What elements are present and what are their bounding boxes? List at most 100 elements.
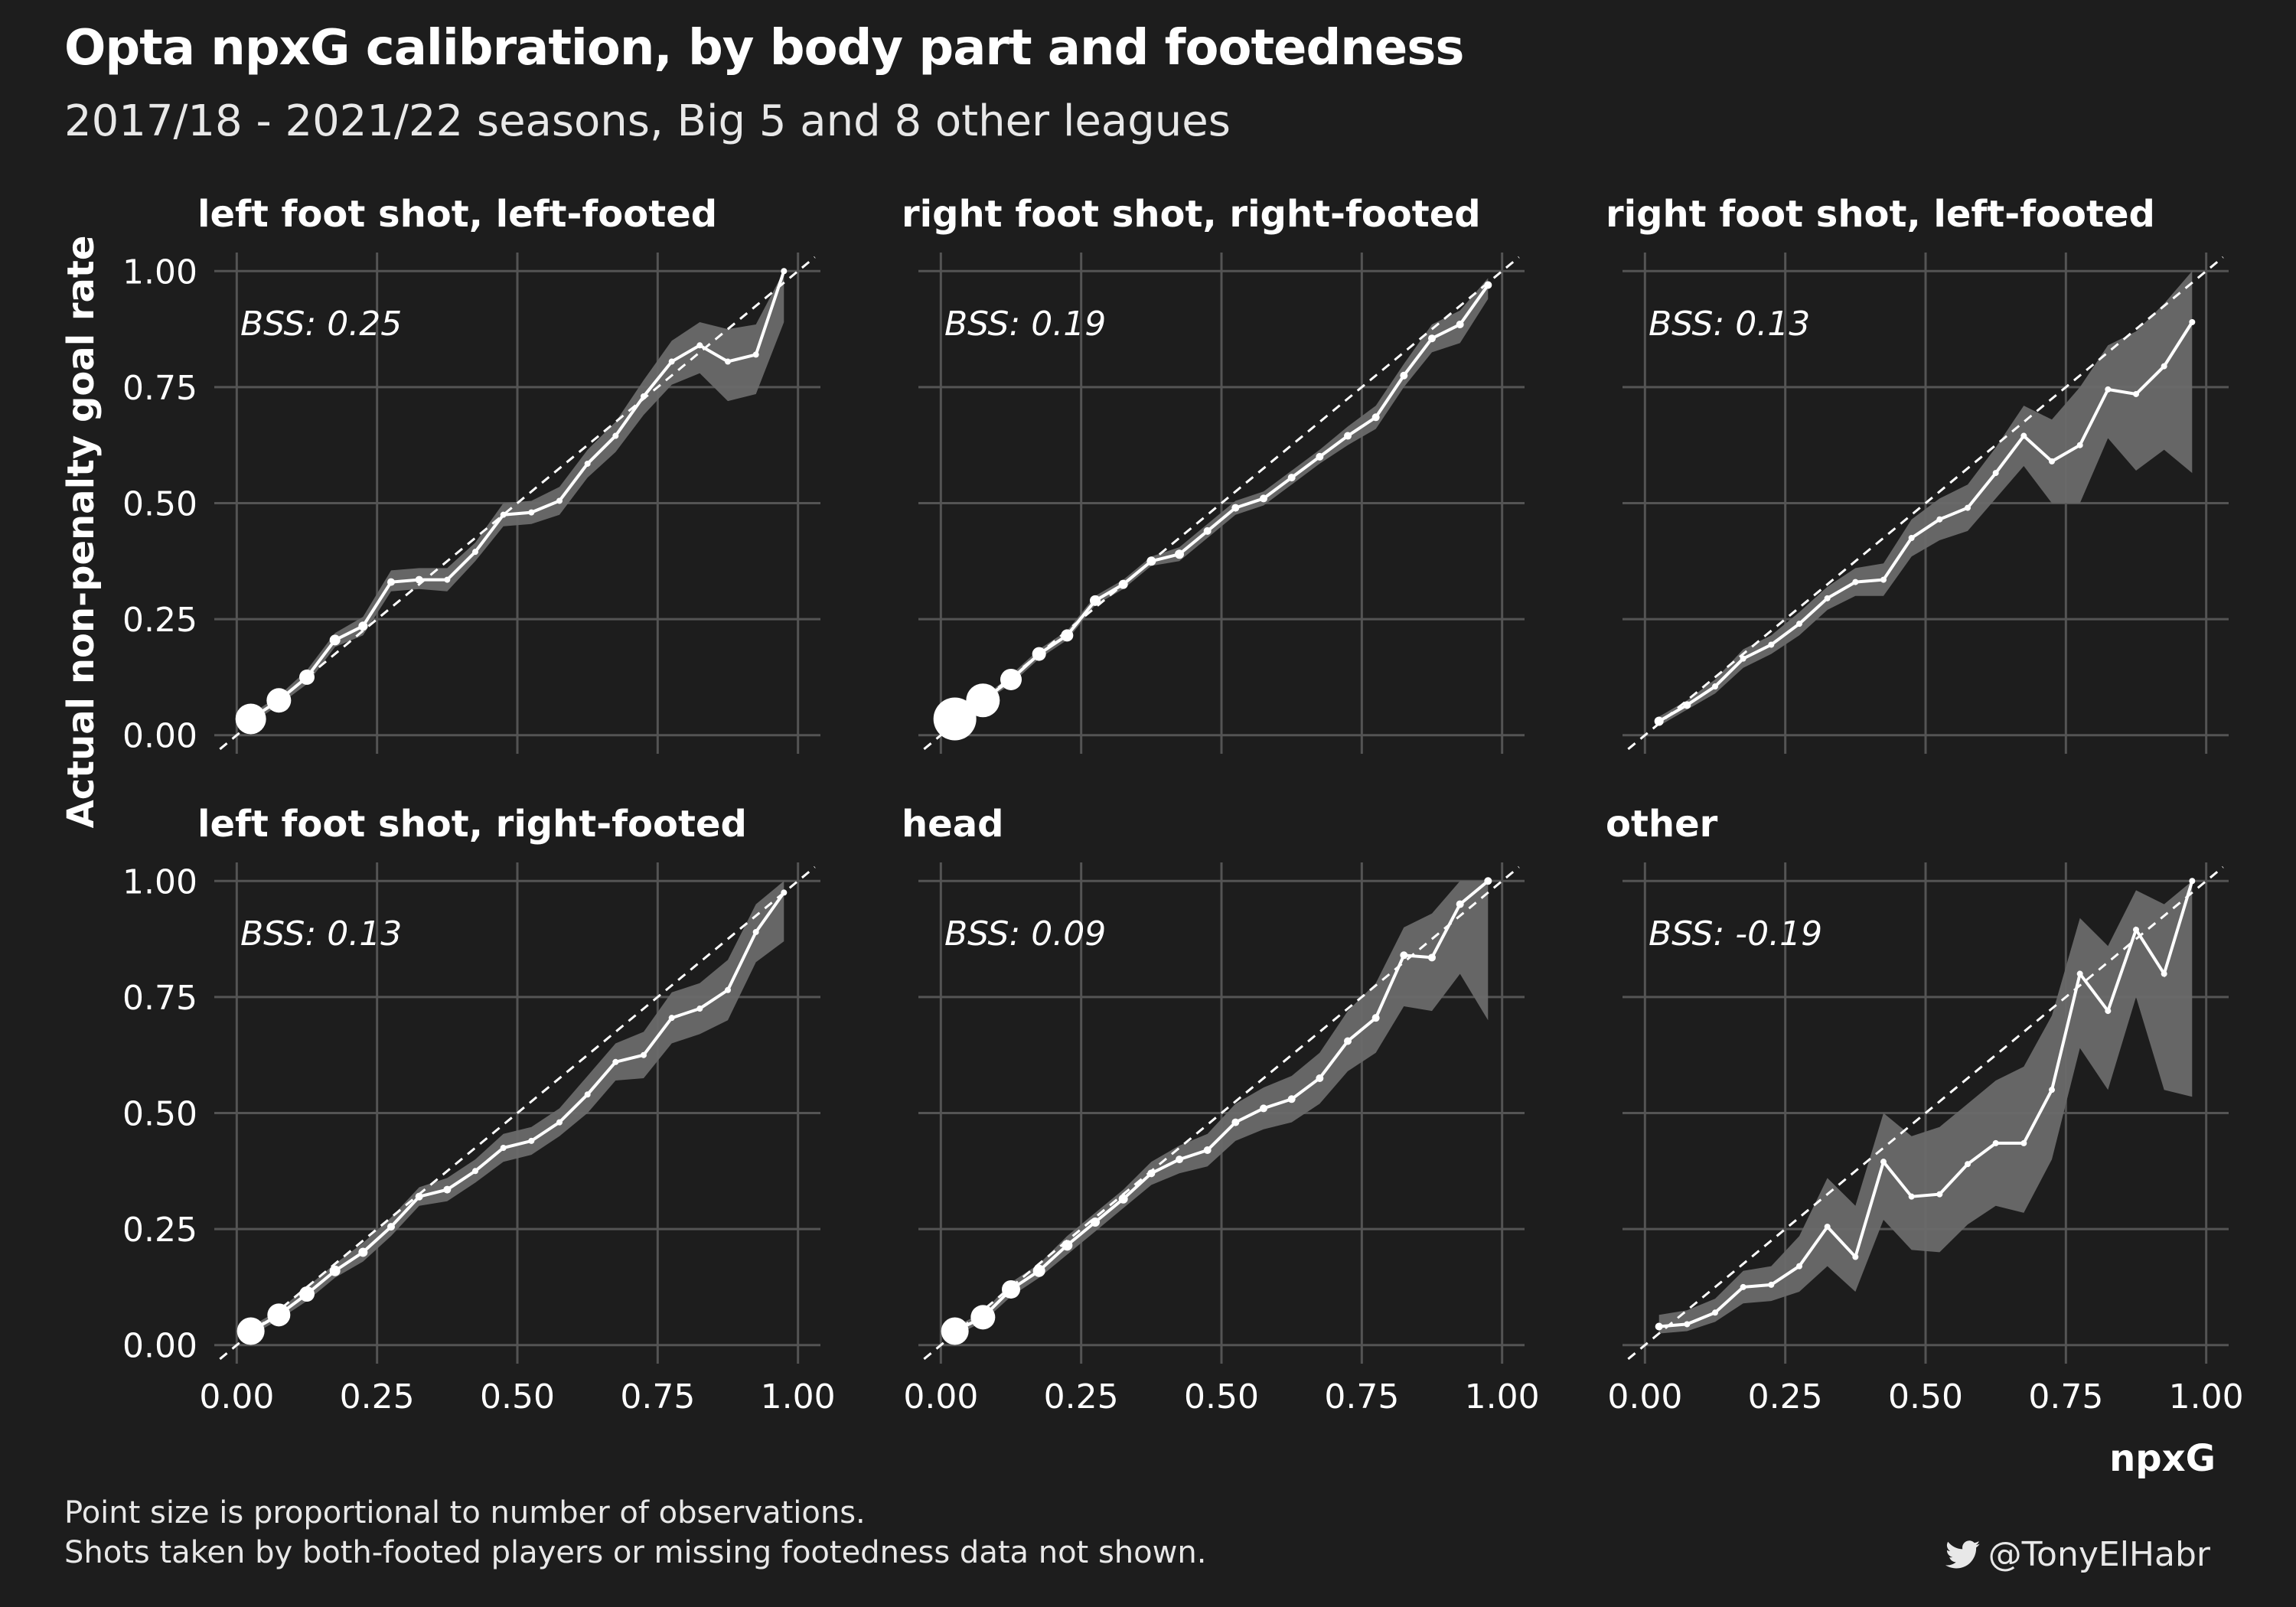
calibration-point xyxy=(1203,526,1212,535)
calibration-point xyxy=(2133,926,2139,933)
reference-diagonal xyxy=(219,256,816,751)
calibration-point xyxy=(1654,716,1664,726)
y-tick-label: 0.50 xyxy=(122,485,197,524)
x-tick-label: 0.50 xyxy=(1888,1377,1963,1416)
calibration-line xyxy=(954,879,1489,1333)
calibration-point xyxy=(612,432,619,439)
facet-panel-3: right foot shot, left-footed BSS: 0.13 xyxy=(1606,193,2229,754)
calibration-point xyxy=(299,1286,315,1302)
calibration-point xyxy=(1740,655,1746,662)
calibration-point xyxy=(2049,458,2055,464)
calibration-point xyxy=(1880,576,1887,583)
y-tick-label: 1.00 xyxy=(122,862,197,901)
calibration-point xyxy=(1118,579,1128,589)
x-tick-label: 0.75 xyxy=(1324,1377,1399,1416)
calibration-point xyxy=(1090,595,1101,606)
y-tick-label: 0.25 xyxy=(122,1211,197,1250)
calibration-point xyxy=(1936,1191,1943,1198)
calibration-point xyxy=(1231,1118,1240,1126)
x-tick-label: 1.00 xyxy=(2169,1377,2244,1416)
y-tick-label: 0.75 xyxy=(122,369,197,408)
chart-subtitle: 2017/18 - 2021/22 seasons, Big 5 and 8 o… xyxy=(64,96,1231,146)
y-tick-label: 0.50 xyxy=(122,1095,197,1134)
calibration-line xyxy=(1658,880,2194,1328)
calibration-point xyxy=(1796,1263,1802,1270)
calibration-point xyxy=(1824,595,1831,601)
y-axis-label: Actual non-penalty goal rate xyxy=(60,236,103,829)
calibration-point xyxy=(1176,1156,1183,1164)
calibration-point xyxy=(584,1091,591,1098)
calibration-point xyxy=(472,549,478,556)
calibration-point xyxy=(1032,1264,1045,1277)
calibration-point xyxy=(1371,1014,1380,1022)
calibration-point xyxy=(1768,1281,1775,1288)
facet-title: left foot shot, right-footed xyxy=(197,803,747,846)
calibration-point xyxy=(1768,641,1775,648)
calibration-point xyxy=(329,634,341,646)
calibration-point xyxy=(2189,318,2196,325)
calibration-point xyxy=(1032,647,1046,661)
calibration-point xyxy=(415,1192,423,1201)
confidence-band xyxy=(250,271,784,724)
calibration-point xyxy=(1824,1224,1831,1231)
calibration-point xyxy=(358,1247,368,1257)
x-tick-label: 0.25 xyxy=(1748,1377,1823,1416)
calibration-point xyxy=(472,1168,478,1175)
calibration-point xyxy=(1260,494,1267,503)
calibration-line xyxy=(1658,321,2193,723)
calibration-point xyxy=(358,621,368,631)
calibration-point xyxy=(1852,579,1859,585)
calibration-point xyxy=(2161,970,2167,977)
calibration-point xyxy=(1146,556,1156,566)
calibration-point xyxy=(387,1223,395,1231)
calibration-point xyxy=(1400,371,1408,380)
calibration-line xyxy=(249,892,785,1333)
calibration-point xyxy=(1908,534,1915,541)
calibration-point xyxy=(1203,1146,1212,1155)
facet-panel-6: 0.00 0.25 0.50 0.75 1.00 other BSS: -0.19 xyxy=(1606,803,2244,1416)
calibration-point xyxy=(235,703,266,735)
y-tick-label: 0.00 xyxy=(122,1327,197,1366)
reference-diagonal xyxy=(923,865,1520,1361)
calibration-point xyxy=(1061,629,1074,642)
bss-annotation: BSS: 0.13 xyxy=(1649,305,1810,344)
x-tick-label: 1.00 xyxy=(1465,1377,1540,1416)
author-credit[interactable]: @TonyElHabr xyxy=(1945,1535,2210,1574)
calibration-point xyxy=(668,1015,675,1022)
x-tick-label: 0.25 xyxy=(1044,1377,1119,1416)
calibration-point xyxy=(1936,516,1943,523)
calibration-point xyxy=(500,511,507,518)
calibration-point xyxy=(752,351,759,358)
calibration-point xyxy=(1062,1240,1073,1251)
calibration-point xyxy=(329,1265,341,1276)
calibration-point xyxy=(1371,413,1380,422)
calibration-point xyxy=(1965,1161,1971,1168)
calibration-point xyxy=(1175,549,1184,559)
calibration-point xyxy=(266,688,292,713)
calibration-point xyxy=(781,268,788,275)
calibration-point xyxy=(641,393,647,400)
calibration-point xyxy=(933,697,977,741)
calibration-point xyxy=(1655,1322,1663,1331)
x-tick-label: 0.75 xyxy=(2028,1377,2103,1416)
calibration-point xyxy=(2076,970,2083,977)
calibration-point xyxy=(1965,504,1971,511)
reference-diagonal xyxy=(219,865,816,1361)
caption-footedness: Shots taken by both-footed players or mi… xyxy=(64,1535,1207,1570)
calibration-point xyxy=(1002,1279,1020,1299)
chart-title: Opta npxG calibration, by body part and … xyxy=(64,20,1464,77)
calibration-point xyxy=(1456,321,1464,329)
facet-panel-5: 0.00 0.25 0.50 0.75 1.00 head BSS: 0.09 xyxy=(902,803,1540,1416)
calibration-point xyxy=(500,1144,507,1151)
twitter-icon xyxy=(1945,1540,1981,1570)
bss-annotation: BSS: 0.13 xyxy=(240,914,402,953)
calibration-point xyxy=(2049,1087,2055,1094)
facet-title: other xyxy=(1606,803,1718,846)
calibration-point xyxy=(2189,878,2196,885)
calibration-point xyxy=(725,986,731,993)
facet-title: right foot shot, right-footed xyxy=(902,193,1481,236)
calibration-point xyxy=(2076,442,2083,448)
calibration-point xyxy=(1400,951,1408,960)
facet-title: head xyxy=(902,803,1003,846)
